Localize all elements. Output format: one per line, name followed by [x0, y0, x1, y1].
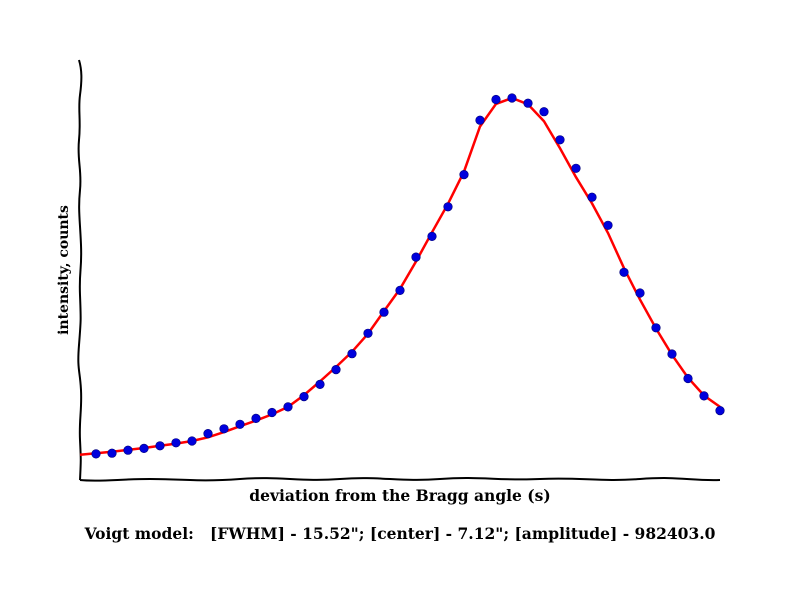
data-point — [683, 373, 693, 384]
data-point — [91, 449, 101, 459]
data-point — [315, 379, 325, 390]
data-point — [651, 323, 661, 333]
data-point — [187, 436, 197, 446]
data-point — [267, 407, 277, 418]
data-point — [443, 202, 453, 212]
x-axis-label: deviation from the Bragg angle (s) — [249, 486, 550, 505]
data-point — [395, 285, 405, 296]
data-point — [619, 267, 629, 277]
data-point — [475, 115, 485, 125]
data-point — [491, 94, 501, 105]
data-point — [427, 231, 437, 241]
data-point — [555, 135, 565, 145]
data-point — [171, 438, 181, 448]
data-point — [539, 107, 549, 117]
data-point — [523, 98, 533, 108]
data-point — [603, 220, 613, 230]
y-axis-label: intensity, counts — [56, 205, 72, 335]
data-point — [203, 429, 213, 439]
data-point — [251, 413, 261, 424]
data-point — [699, 391, 709, 401]
data-point — [283, 402, 293, 412]
data-point — [331, 365, 341, 375]
data-point — [571, 163, 581, 173]
data-point — [123, 445, 133, 455]
data-point — [347, 349, 357, 359]
data-point — [219, 424, 229, 434]
chart-caption: Voigt model: [FWHM] - 15.52"; [center] -… — [84, 524, 716, 543]
data-point — [411, 252, 421, 262]
y-axis-line — [77, 59, 83, 481]
data-point — [363, 328, 373, 338]
data-point — [155, 441, 165, 451]
data-point — [379, 307, 389, 317]
data-point — [667, 349, 677, 359]
data-point — [507, 93, 517, 103]
data-point — [635, 288, 645, 298]
data-point — [107, 448, 117, 458]
data-point — [139, 443, 149, 454]
data-point — [715, 406, 725, 416]
data-point — [587, 192, 597, 202]
x-axis-line — [79, 477, 721, 482]
data-point — [299, 392, 309, 402]
data-point — [235, 419, 245, 429]
data-points-layer — [91, 93, 725, 459]
data-point — [459, 170, 469, 180]
